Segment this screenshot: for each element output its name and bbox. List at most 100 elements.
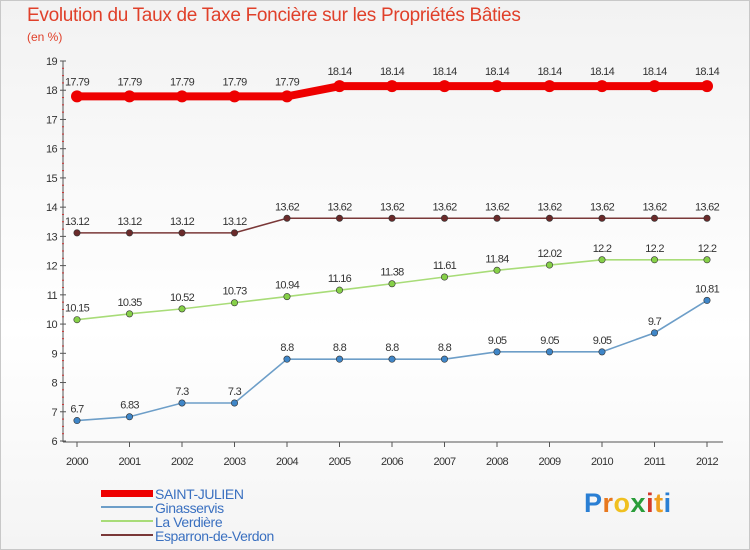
data-point-saint-julien [438,80,451,93]
data-label-ginasservis: 8.8 [438,342,452,354]
data-point-esparron-de-verdon [440,214,448,222]
data-label-ginasservis: 8.8 [280,342,294,354]
data-point-saint-julien [596,80,608,93]
data-point-ginasservis [703,296,711,304]
logo-letter: P [584,488,603,518]
logo-letter: i [663,488,672,518]
data-label-ginasservis: 9.05 [488,335,507,347]
data-label-ginasservis: 8.8 [385,342,399,354]
data-point-la-verdi-re [335,286,343,294]
x-tick-label: 2000 [66,456,89,468]
y-tick-label: 17 [46,114,58,126]
data-point-esparron-de-verdon [388,214,396,222]
data-label-esparron-de-verdon: 13.62 [275,201,300,213]
logo-letter: x [630,488,647,518]
data-point-saint-julien [281,90,293,103]
data-label-ginasservis: 9.05 [593,335,612,347]
x-tick-label: 2012 [696,456,719,468]
data-label-ginasservis: 9.05 [540,335,559,347]
legend-swatch [101,534,153,536]
x-tick-label: 2005 [328,456,351,468]
data-label-saint-julien: 18.14 [590,66,615,78]
legend-label: Esparron-de-Verdon [155,528,274,544]
data-label-la-verdi-re: 10.94 [275,280,300,292]
x-tick-label: 2009 [538,456,561,468]
data-label-saint-julien: 17.79 [170,76,195,88]
data-label-la-verdi-re: 11.61 [433,260,457,272]
data-label-saint-julien: 18.14 [485,66,510,78]
data-point-esparron-de-verdon [73,229,81,237]
data-point-saint-julien [701,80,713,93]
data-point-la-verdi-re [126,310,134,318]
data-point-ginasservis [283,355,291,363]
data-label-saint-julien: 17.79 [275,76,300,88]
data-point-saint-julien [123,90,136,103]
data-label-esparron-de-verdon: 13.12 [117,216,142,228]
y-tick-label: 7 [51,407,57,419]
x-tick-label: 2007 [433,456,456,468]
x-tick-label: 2001 [118,456,141,468]
data-point-la-verdi-re [703,256,711,264]
proxiti-logo: Proxiti [584,488,672,519]
data-point-la-verdi-re [598,256,606,264]
data-label-la-verdi-re: 10.15 [65,303,90,315]
data-label-esparron-de-verdon: 13.62 [432,201,457,213]
data-point-esparron-de-verdon [493,214,501,222]
data-label-esparron-de-verdon: 13.62 [590,201,615,213]
data-label-esparron-de-verdon: 13.12 [65,216,90,228]
data-label-la-verdi-re: 11.16 [328,273,352,285]
data-label-saint-julien: 18.14 [432,66,457,78]
y-tick-label: 6 [51,436,57,448]
data-point-esparron-de-verdon [283,214,291,222]
data-point-ginasservis [598,348,606,356]
logo-letter: o [613,488,631,518]
data-label-saint-julien: 18.14 [537,66,562,78]
y-tick-label: 19 [46,56,58,68]
data-label-ginasservis: 9.7 [648,316,662,328]
data-point-ginasservis [231,399,239,407]
data-label-saint-julien: 17.79 [222,76,247,88]
x-tick-label: 2011 [644,456,666,468]
data-point-ginasservis [493,348,501,356]
data-label-la-verdi-re: 10.35 [117,297,142,309]
x-tick-label: 2010 [591,456,614,468]
data-label-la-verdi-re: 12.2 [593,243,612,255]
data-point-la-verdi-re [650,256,658,264]
legend-label: SAINT-JULIEN [155,486,244,502]
data-point-saint-julien [333,80,346,93]
y-tick-label: 16 [46,144,58,156]
data-point-la-verdi-re [283,293,291,301]
data-label-saint-julien: 18.14 [380,66,405,78]
data-label-saint-julien: 17.79 [117,76,142,88]
data-point-saint-julien [491,80,503,93]
legend-swatch [101,506,153,508]
legend-swatch [101,490,153,497]
data-point-ginasservis [388,355,396,363]
data-point-la-verdi-re [388,280,396,288]
data-label-la-verdi-re: 10.73 [222,286,247,298]
data-label-esparron-de-verdon: 13.62 [380,201,405,213]
data-label-saint-julien: 17.79 [65,76,90,88]
data-label-ginasservis: 7.3 [228,386,242,398]
data-label-ginasservis: 10.81 [695,283,720,295]
data-point-saint-julien [543,80,556,93]
data-point-ginasservis [335,355,343,363]
data-point-esparron-de-verdon [703,214,711,222]
data-label-saint-julien: 18.14 [695,66,720,78]
data-point-la-verdi-re [493,266,501,274]
data-label-saint-julien: 18.14 [642,66,667,78]
data-point-la-verdi-re [73,316,81,324]
data-point-la-verdi-re [231,299,239,307]
data-label-esparron-de-verdon: 13.62 [642,201,667,213]
data-label-esparron-de-verdon: 13.62 [327,201,352,213]
data-label-la-verdi-re: 12.2 [698,243,717,255]
data-point-saint-julien [176,90,188,103]
data-point-esparron-de-verdon [335,214,343,222]
data-label-ginasservis: 6.83 [120,400,139,412]
data-point-esparron-de-verdon [545,214,553,222]
data-point-saint-julien [386,80,398,93]
data-point-ginasservis [126,413,134,421]
logo-letter: t [654,488,664,518]
